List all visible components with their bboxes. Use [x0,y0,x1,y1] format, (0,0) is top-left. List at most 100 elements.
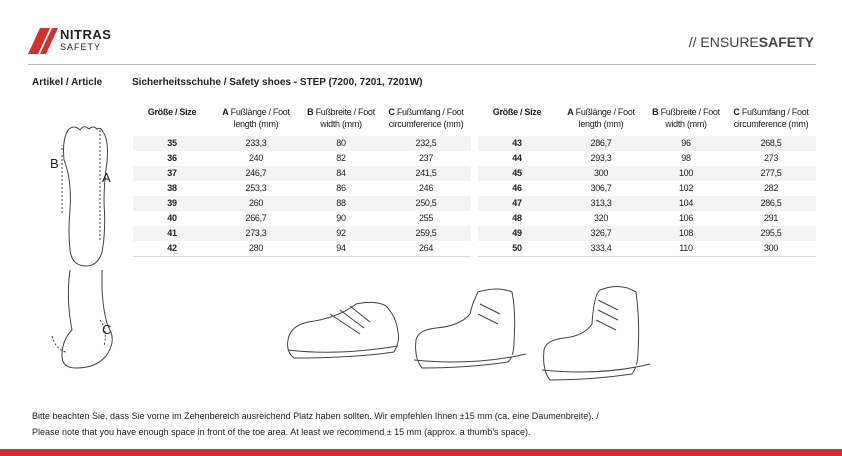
divider [28,64,816,65]
tagline-prefix: // ENSURE [688,34,759,50]
header-text: Größe / Size [147,107,197,117]
table-cell: 241,5 [415,168,437,178]
table-row: 45 300 100 277,5 [478,166,816,182]
header-line: A Fußlänge / Foot [211,106,301,118]
table-cell: 80 [336,138,346,148]
table-cell: 246 [418,183,434,193]
column-header: C Fußumfang / Foot circumference (mm) [726,106,816,130]
table-cell: 273,3 [245,228,267,238]
table-cell: 300 [593,168,609,178]
table-row: 46 306,7 102 282 [478,181,816,197]
column-header: Größe / Size [478,106,556,118]
table-cell: 42 [167,243,177,253]
table-cell: 104 [678,198,694,208]
table-cell: 300 [763,243,779,253]
table-cell: 43 [512,138,522,148]
shoe-illustrations [287,286,651,381]
note: Bitte beachten Sie, dass Sie vorne im Ze… [32,408,599,440]
column-header: C Fußumfang / Foot circumference (mm) [381,106,471,130]
table-cell: 320 [593,213,609,223]
column-header: B Fußbreite / Foot width (mm) [646,106,726,130]
header-text: Fußlänge / Foot [228,107,290,117]
foot-diagram [51,126,113,369]
table-cell: 49 [512,228,522,238]
label-b: B [50,156,59,171]
header-text: Fußumfang / Foot [739,107,809,117]
column-header: A Fußlänge / Foot length (mm) [556,106,646,130]
header-letter: C [388,107,395,117]
table-row: 37 246,7 84 241,5 [133,166,471,182]
table-row: 36 240 82 237 [133,151,471,167]
product-label: Sicherheitsschuhe / Safety shoes - STEP … [132,77,423,88]
table-cell: 47 [512,198,522,208]
table-cell: 293,3 [590,153,612,163]
table-cell: 36 [167,153,177,163]
header-line: length (mm) [578,119,624,129]
article-label: Artikel / Article [32,77,103,88]
header-line: Größe / Size [133,106,211,118]
header-letter: B [652,107,659,117]
table-row: 42 280 94 264 [133,241,471,257]
table-cell: 40 [167,213,177,223]
table-cell: 260 [248,198,264,208]
table-cell: 38 [167,183,177,193]
table-cell: 237 [418,153,434,163]
table-cell: 306,7 [590,183,612,193]
table-cell: 102 [678,183,694,193]
table-cell: 280 [248,243,264,253]
table-cell: 39 [167,198,177,208]
table-cell: 82 [336,153,346,163]
note-line: Please note that you have enough space i… [32,427,531,437]
table-cell: 88 [336,198,346,208]
table-row: 48 320 106 291 [478,211,816,227]
table-row: 38 253,3 86 246 [133,181,471,197]
table-cell: 86 [336,183,346,193]
table-row: 41 273,3 92 259,5 [133,226,471,242]
column-header: Größe / Size [133,106,211,118]
table-cell: 295,5 [760,228,782,238]
table-cell: 277,5 [760,168,782,178]
header-text: Fußbreite / Foot [658,107,721,117]
size-table: Größe / Size A Fußlänge / Foot length (mm)… [133,106,471,266]
table-cell: 96 [681,138,691,148]
logo-sub: SAFETY [60,42,102,52]
header-text: Fußumfang / Foot [394,107,464,117]
table-cell: 106 [678,213,694,223]
table-row: 47 313,3 104 286,5 [478,196,816,212]
table-cell: 37 [167,168,177,178]
table-cell: 35 [167,138,177,148]
table-cell: 273 [763,153,779,163]
column-header: B Fußbreite / Foot width (mm) [301,106,381,130]
footer-bar [0,449,842,456]
table-cell: 44 [512,153,522,163]
table-row: 35 233,3 80 232,5 [133,136,471,152]
column-header: A Fußlänge / Foot length (mm) [211,106,301,130]
table-cell: 92 [336,228,346,238]
table-cell: 45 [512,168,522,178]
table-cell: 253,3 [245,183,267,193]
label-a: A [102,170,111,185]
header-line: width (mm) [665,119,707,129]
header-line: circumference (mm) [388,119,464,129]
header-line: length (mm) [233,119,279,129]
header-text: Größe / Size [492,107,542,117]
table-cell: 50 [512,243,522,253]
table-cell: 46 [512,183,522,193]
table-cell: 333,4 [590,243,612,253]
table-cell: 313,3 [590,198,612,208]
table-row: 44 293,3 98 273 [478,151,816,167]
table-cell: 41 [167,228,177,238]
header-letter: B [307,107,314,117]
logo-brand: NITRAS [60,27,112,42]
label-c: C [102,322,112,337]
header-line: B Fußbreite / Foot [646,106,726,118]
header-letter: C [733,107,740,117]
table-cell: 250,5 [415,198,437,208]
table-row: 43 286,7 96 268,5 [478,136,816,152]
table-cell: 291 [763,213,779,223]
table-cell: 233,3 [245,138,267,148]
table-cell: 255 [418,213,434,223]
tagline-bold: SAFETY [758,34,814,50]
header-line: circumference (mm) [733,119,809,129]
